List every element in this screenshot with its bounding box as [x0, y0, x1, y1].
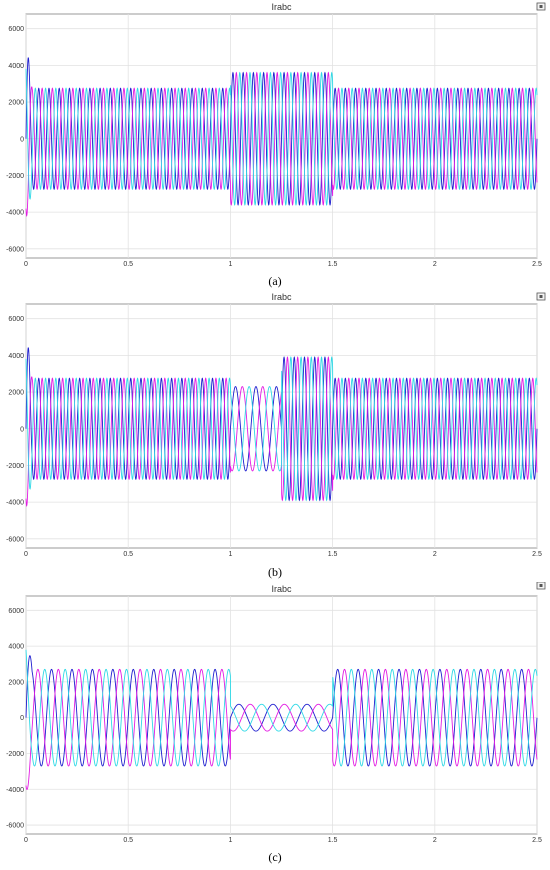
x-tick-label: 1	[228, 837, 232, 844]
x-tick-label: 0.5	[123, 837, 133, 844]
y-tick-label: -6000	[6, 246, 24, 253]
series-line-phase-2	[25, 668, 538, 790]
series-line-phase-1	[25, 655, 538, 767]
chart-title-a: Irabc	[271, 2, 292, 12]
y-tick-label: 4000	[8, 63, 24, 70]
x-tick-label: 0	[24, 551, 28, 558]
y-tick-label: 2000	[8, 100, 24, 107]
y-tick-label: -6000	[6, 536, 24, 543]
series-line-phase-3	[25, 68, 538, 206]
x-tick-label: 2.5	[532, 837, 542, 844]
y-tick-label: 2000	[8, 679, 24, 686]
y-tick-label: 4000	[8, 644, 24, 651]
y-tick-label: -4000	[6, 500, 24, 507]
y-tick-label: -4000	[6, 210, 24, 217]
expand-icon-a	[539, 5, 543, 8]
series-line-phase-1	[25, 57, 538, 206]
chart-panel-c: Irabc 6000 4000 2000 0 -2000 -4000 -6000 0 0.5 1 1.…	[0, 582, 550, 870]
y-tick-label: 6000	[8, 316, 24, 323]
y-tick-label: -2000	[6, 751, 24, 758]
y-tick-label: -2000	[6, 463, 24, 470]
x-tick-label: 2	[433, 261, 437, 268]
y-tick-label: 0	[20, 136, 24, 143]
y-tick-label: 2000	[8, 390, 24, 397]
caption-b: (b)	[268, 565, 282, 579]
y-tick-label: 4000	[8, 353, 24, 360]
x-tick-label: 2	[433, 551, 437, 558]
x-tick-label: 0	[24, 261, 28, 268]
chart-a: Irabc 6000 4000 2000 0 -2000 -4000 -6000 0 0.5 1 1.…	[6, 2, 546, 268]
expand-icon-c	[539, 584, 543, 587]
caption-c: (c)	[268, 850, 282, 864]
y-tick-label: -6000	[6, 823, 24, 830]
chart-b: Irabc 6000 4000 2000 0 -2000 -4000 -6000 0 0.5 1 1.…	[6, 292, 546, 558]
y-tick-label: -4000	[6, 787, 24, 794]
series-line-phase-2	[25, 71, 538, 217]
x-tick-label: 0.5	[123, 261, 133, 268]
chart-title-c: Irabc	[271, 584, 292, 594]
y-tick-label: 0	[20, 715, 24, 722]
x-tick-label: 1.5	[328, 551, 338, 558]
series-line-phase-3	[25, 356, 538, 502]
plot-area-c	[25, 595, 538, 835]
y-tick-label: 6000	[8, 26, 24, 33]
x-tick-label: 0.5	[123, 551, 133, 558]
caption-a: (a)	[268, 274, 282, 288]
chart-panel-a: Irabc 6000 4000 2000 0 -2000 -4000 -6000 0 0.5 1 1.…	[0, 0, 550, 290]
x-tick-label: 2	[433, 837, 437, 844]
x-tick-label: 1	[228, 261, 232, 268]
y-tick-label: 6000	[8, 608, 24, 615]
expand-icon-b	[539, 295, 543, 298]
chart-title-b: Irabc	[271, 292, 292, 302]
x-tick-label: 1	[228, 551, 232, 558]
x-tick-label: 0	[24, 837, 28, 844]
chart-panel-b: Irabc 6000 4000 2000 0 -2000 -4000 -6000 0 0.5 1 1.…	[0, 290, 550, 582]
x-tick-label: 2.5	[532, 551, 542, 558]
x-tick-label: 2.5	[532, 261, 542, 268]
series-line-phase-3	[25, 649, 538, 767]
x-tick-label: 1.5	[328, 261, 338, 268]
x-tick-label: 1.5	[328, 837, 338, 844]
y-tick-label: 0	[20, 426, 24, 433]
y-tick-label: -2000	[6, 173, 24, 180]
